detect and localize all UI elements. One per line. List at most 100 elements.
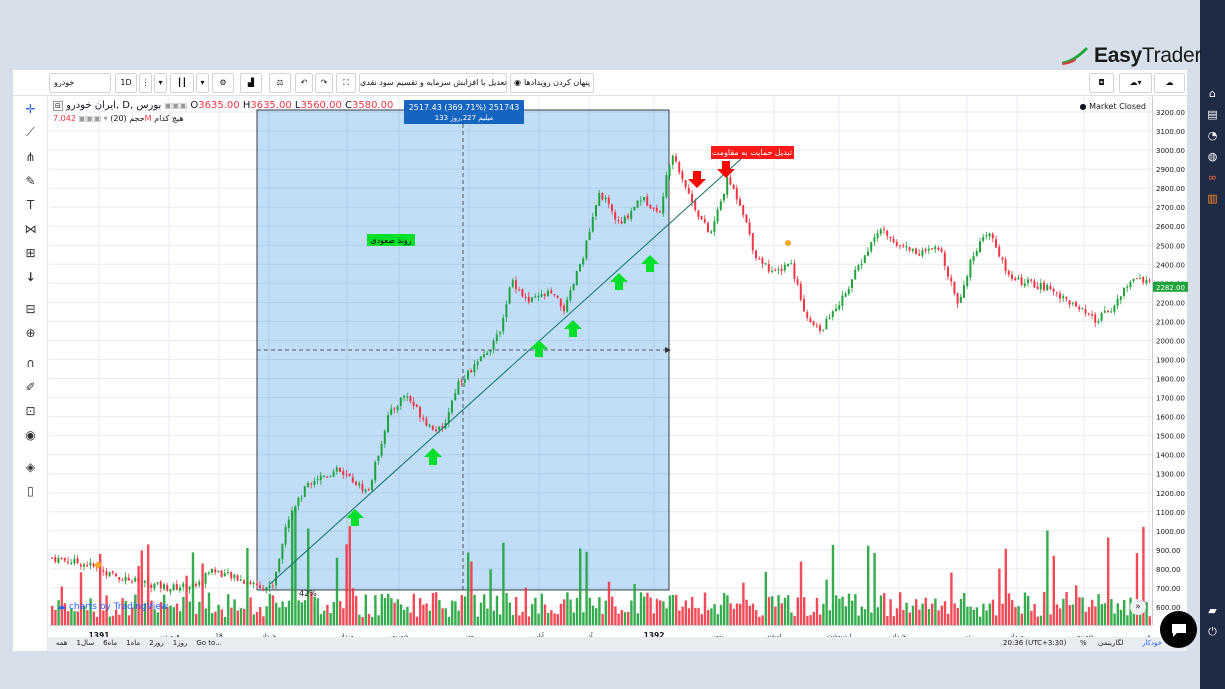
time-axis[interactable]: 1391 فروردین 18 خرداد مرداد شهریور مهر آبان آذر 1… [49,625,1152,640]
chart-plot-area[interactable]: روند صعودی تبدیل حمایت به مقاومت 2517.43… [49,97,1152,625]
cloud-download-icon[interactable]: ☁▾ [1119,73,1152,93]
pitchfork-icon[interactable]: ⋔ [25,149,36,164]
symbol-search-input[interactable]: خودرو [49,73,111,93]
range-button[interactable]: 2روز [149,639,164,647]
crosshair-icon[interactable]: ✛ [25,101,36,116]
arrow-down-icon[interactable]: ↓ [25,269,36,284]
more-menu-icon[interactable]: ⋮ [139,73,152,93]
sell-arrow-icon[interactable] [688,171,706,188]
candle-body [447,412,450,423]
sell-arrow-icon[interactable] [717,161,735,178]
trendline-icon[interactable]: ⟋ [26,125,35,139]
price-tick-label: 700.00 [1156,585,1181,593]
support-chat-button[interactable] [1160,611,1197,648]
indicators-icon[interactable]: ▟ [240,73,262,93]
candle-body [678,162,681,173]
interval-selector[interactable]: 1D [115,73,137,93]
chevron-down-icon[interactable]: ▾ [196,73,209,93]
volume-bar [1142,526,1145,625]
lock-drawings-icon[interactable]: ✐ [25,379,36,394]
layers-icon[interactable]: ◈ [25,459,36,474]
range-button[interactable]: همه [56,639,68,647]
candle-body [1036,286,1039,290]
glasses-icon[interactable]: ∞ [1207,171,1218,184]
trendline[interactable] [269,158,742,585]
home-icon[interactable]: ⌂ [1209,87,1216,100]
buy-arrow-icon[interactable] [610,273,628,290]
volume-bar [1078,597,1081,625]
buy-arrow-icon[interactable] [641,255,659,272]
volume-bar [902,609,905,625]
candles-style-icon[interactable]: ┃┃ [170,73,194,93]
text-icon[interactable]: T [26,197,35,212]
event-dot[interactable] [95,562,101,568]
range-button[interactable]: 1روز [172,639,188,647]
event-dot[interactable] [785,240,791,246]
pattern-icon[interactable]: ⋈ [24,221,37,236]
compare-scale-icon[interactable]: ⚖ [269,73,291,93]
messages-icon[interactable]: ▰ [1208,604,1217,617]
adjust-dividends-toggle[interactable]: تعدیل با افزایش سرمایه و تقسیم سود نقدی [359,73,507,93]
volume-bar [495,595,499,625]
globe-icon[interactable]: ◍ [1207,150,1218,163]
hide-events-button[interactable]: ◉ پنهان کردن رویدادها [510,73,594,93]
news-icon[interactable]: ▤ [1207,108,1218,121]
unlock-icon[interactable]: ⊡ [25,403,36,418]
buy-arrow-icon[interactable] [564,320,582,337]
buy-arrow-icon[interactable] [346,509,364,526]
brush-icon[interactable]: ✎ [25,173,36,188]
range-button[interactable]: 6ماه [103,639,118,647]
buy-arrow-icon[interactable] [530,340,548,357]
time-axis-svg[interactable]: 1391 فروردین 18 خرداد مرداد شهریور مهر آبان آذر 1… [49,629,1152,641]
candle-body [601,192,604,200]
power-icon[interactable]: ⏻ [1208,625,1217,638]
range-button[interactable]: 1ماه [126,639,141,647]
volume-bar [489,569,492,625]
candle-body [777,269,780,271]
volume-bar [95,616,99,625]
price-chart-svg[interactable]: روند صعودی تبدیل حمایت به مقاومت 2517.43… [49,97,1152,625]
tradingview-watermark[interactable]: ☁ charts by TradingView [57,602,169,612]
volume-bar [582,612,585,625]
fullscreen-icon[interactable]: ⛶ [336,73,356,93]
range-button[interactable]: 1سال [76,639,95,647]
clock[interactable]: 20:36 (UTC+3:30) [1003,639,1067,647]
volume-bar [662,601,665,625]
undo-icon[interactable]: ↶ [295,73,313,93]
range-button[interactable]: Go to... [196,639,222,647]
volume-bars [51,506,1151,625]
price-axis-svg[interactable]: 3200.00 3100.00 3000.00 2900.00 2800.00 2700.… [1153,97,1188,625]
legend-buttons-icon[interactable]: ▾ ▣▣▣ [78,114,108,123]
redo-icon[interactable]: ↷ [315,73,333,93]
log-toggle[interactable]: لگاریتمی [1098,639,1124,647]
chat-icon[interactable]: ◔ [1207,129,1218,142]
chevron-down-icon[interactable]: ▾ [154,73,167,93]
collapse-icon[interactable]: ⊟ [53,101,63,111]
volume-bar [252,614,255,625]
buy-arrow-icon[interactable] [424,448,442,465]
measure-icon[interactable]: ⊞ [25,245,36,260]
volume-bar [422,604,425,625]
legend-buttons-icon[interactable]: ▣▣▣ [164,101,188,110]
volume-legend[interactable]: حجم (20) ▾ ▣▣▣ 7.042M هیچ کدام [53,114,184,123]
zoom-icon[interactable]: ⊕ [25,325,36,340]
camera-icon[interactable]: ◘ [1089,73,1114,93]
legend-high-value: 3635.00 [250,100,292,111]
candle-body [889,236,892,239]
settings-gear-icon[interactable]: ⚙ [212,73,234,93]
scroll-right-icon[interactable]: » [1130,599,1146,615]
symbol-legend[interactable]: ⊟ ایران خودرو, D, بورس ▣▣▣ O3635.00 H363… [53,100,393,111]
candle-body [1020,277,1023,285]
volume-bar [191,552,195,625]
candle-body [547,290,549,297]
chart-icon[interactable]: ▥ [1207,192,1218,205]
percent-toggle[interactable]: % [1080,639,1087,647]
ruler-icon[interactable]: ⊟ [25,301,36,316]
cloud-upload-icon[interactable]: ☁ [1154,73,1185,93]
volume-bar [819,614,822,625]
auto-toggle[interactable]: خودکار [1142,639,1162,647]
eye-icon[interactable]: ◉ [25,427,36,442]
magnet-icon[interactable]: ∩ [26,355,35,370]
trash-icon[interactable]: ▯ [27,483,34,498]
price-axis[interactable]: 3200.00 3100.00 3000.00 2900.00 2800.00 2700.… [1152,97,1188,625]
